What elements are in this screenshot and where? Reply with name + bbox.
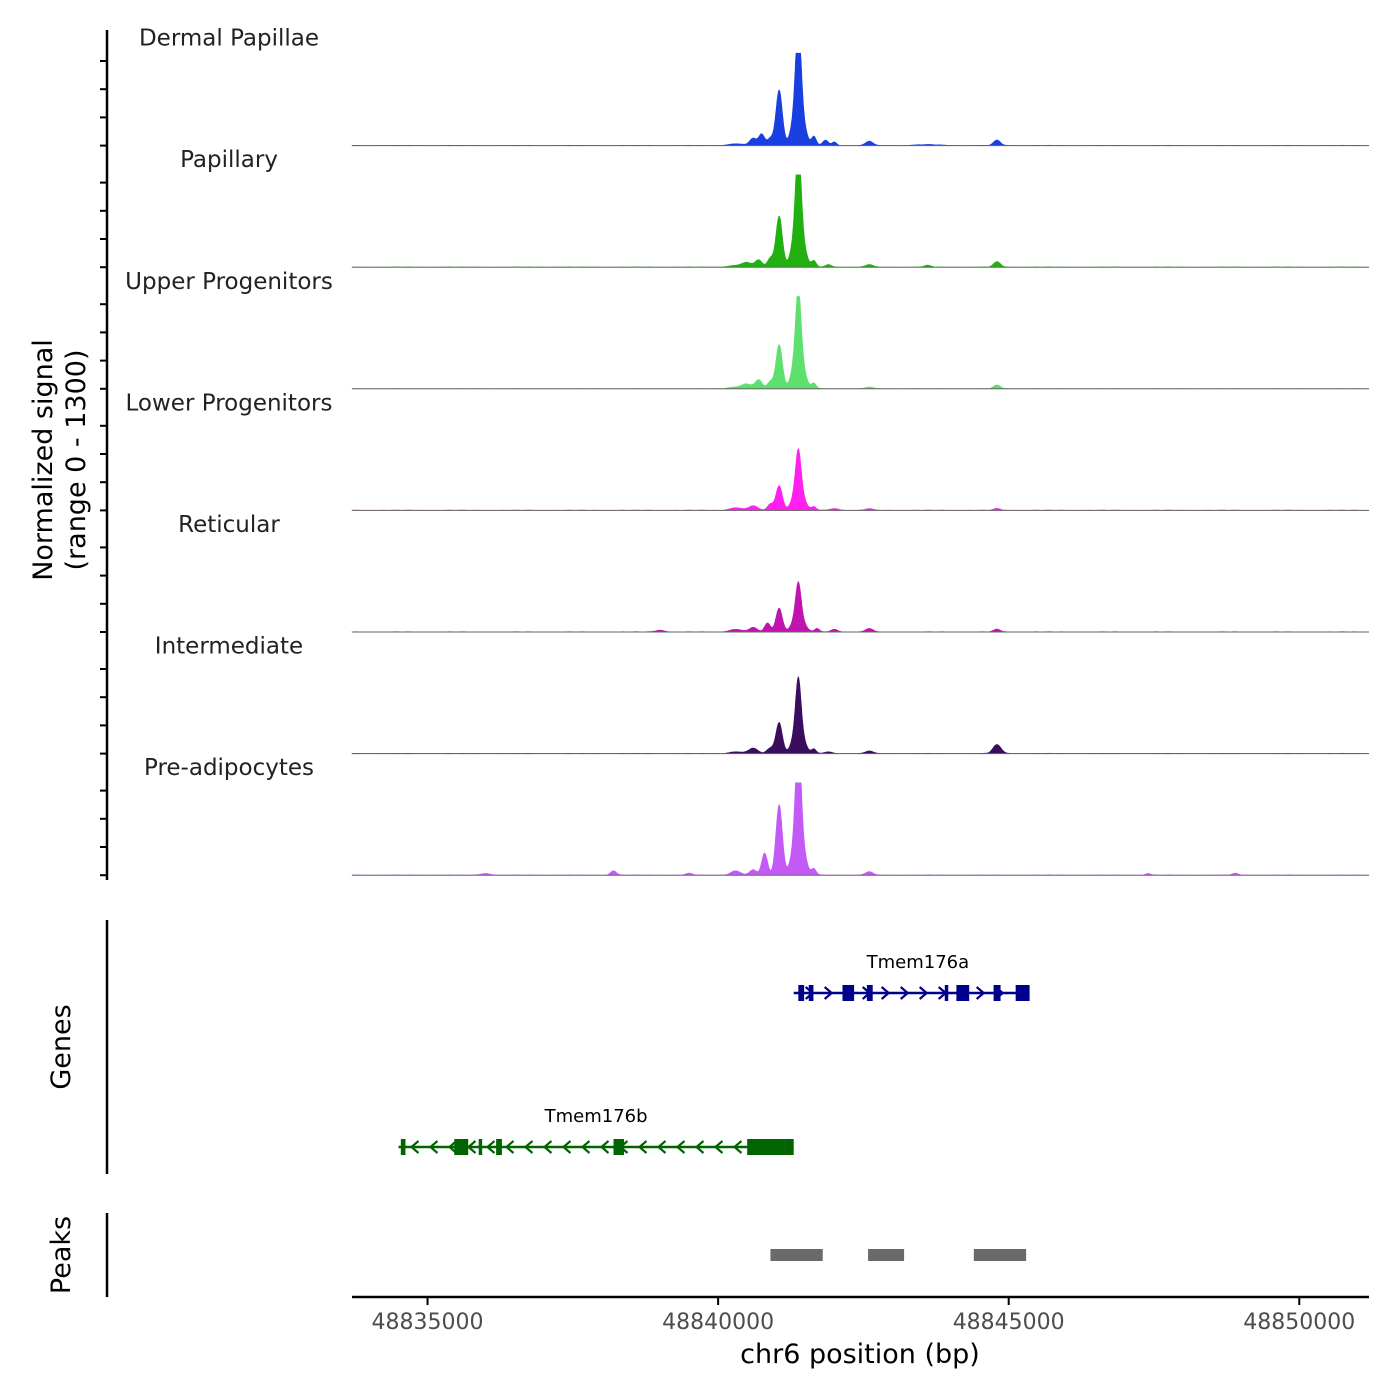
peak-region (973, 1249, 1027, 1261)
track-reticular: Reticular (178, 512, 1370, 633)
strand-arrow-icon (599, 1140, 610, 1154)
gene-exon (784, 1139, 794, 1155)
track-lower-progenitors: Lower Progenitors (126, 390, 1370, 511)
track-label-intermediate: Intermediate (155, 634, 303, 660)
strand-arrow-icon (880, 986, 891, 1000)
strand-arrow-icon (899, 986, 910, 1000)
x-axis-ticks: 48835000 48840000 48845000 48850000 (372, 1297, 1355, 1335)
peak-region (868, 1249, 905, 1261)
peaks-panel: Peaks (46, 1213, 1027, 1297)
track-label-dermal-papillae: Dermal Papillae (139, 26, 319, 52)
gene-exon (993, 985, 1001, 1001)
track-dermal-papillae: Dermal Papillae (139, 26, 1370, 147)
track-upper-progenitors: Upper Progenitors (125, 269, 1370, 390)
track-label-papillary: Papillary (180, 147, 278, 173)
gene-tmem176b: Tmem176b (398, 1106, 794, 1155)
x-tick-label: 48835000 (372, 1310, 484, 1335)
gene-label: Tmem176b (544, 1106, 648, 1127)
strand-arrow-icon (918, 986, 929, 1000)
y-axis-range-label: (range 0 - 1300) (61, 350, 92, 571)
strand-arrow-icon (485, 1140, 496, 1154)
x-tick-label: 48850000 (1243, 1310, 1355, 1335)
y-axis-title: Normalized signal (range 0 - 1300) (28, 339, 92, 581)
track-papillary: Papillary (180, 147, 1370, 268)
gene-tmem176a: Tmem176a (793, 952, 1030, 1001)
strand-arrow-icon (694, 1140, 705, 1154)
peaks-panel-label: Peaks (46, 1216, 77, 1294)
strand-arrow-icon (561, 1140, 572, 1154)
gene-exon (496, 1139, 502, 1155)
gene-exon (1015, 985, 1030, 1001)
strand-arrow-icon (713, 1140, 724, 1154)
gene-exon (478, 1139, 483, 1155)
strand-arrow-icon (975, 986, 986, 1000)
x-tick-label: 48840000 (662, 1310, 774, 1335)
strand-arrow-icon (428, 1140, 439, 1154)
gene-models: Tmem176a Tmem176b (398, 952, 1030, 1155)
gene-exon (798, 985, 805, 1001)
strand-arrow-icon (732, 1140, 743, 1154)
gene-exon (613, 1139, 624, 1155)
track-label-pre-adipocytes: Pre-adipocytes (144, 755, 314, 781)
gene-exon (866, 985, 873, 1001)
strand-arrow-icon (656, 1140, 667, 1154)
strand-arrow-icon (580, 1140, 591, 1154)
gene-exon (842, 985, 855, 1001)
gene-label: Tmem176a (866, 952, 970, 973)
peak-regions (770, 1249, 1027, 1261)
strand-arrow-icon (466, 1140, 477, 1154)
gene-exon (747, 1139, 785, 1155)
strand-arrow-icon (447, 1140, 458, 1154)
coverage-y-axis (100, 30, 109, 880)
x-axis-title: chr6 position (bp) (740, 1339, 980, 1370)
gene-exon (454, 1139, 469, 1155)
gene-exon (956, 985, 970, 1001)
track-label-lower-progenitors: Lower Progenitors (126, 390, 333, 416)
strand-arrow-icon (823, 986, 834, 1000)
track-pre-adipocytes: Pre-adipocytes (144, 755, 1370, 876)
gene-exon (400, 1139, 406, 1155)
peak-region (770, 1249, 823, 1261)
track-intermediate: Intermediate (155, 634, 1370, 755)
strand-arrow-icon (409, 1140, 420, 1154)
coverage-tracks: Dermal Papillae Papillary Upper Progenitor… (125, 26, 1370, 876)
track-label-reticular: Reticular (178, 512, 280, 538)
gene-exon (944, 985, 949, 1001)
gene-exon (808, 985, 814, 1001)
track-label-upper-progenitors: Upper Progenitors (125, 269, 333, 295)
strand-arrow-icon (542, 1140, 553, 1154)
genes-panel: Genes Tmem176a Tmem176b (46, 920, 1030, 1174)
strand-arrow-icon (523, 1140, 534, 1154)
x-tick-label: 48845000 (953, 1310, 1065, 1335)
strand-arrow-icon (675, 1140, 686, 1154)
x-axis: 48835000 48840000 48845000 48850000 chr6 po… (352, 1295, 1369, 1370)
genes-panel-label: Genes (46, 1004, 77, 1089)
strand-arrow-icon (637, 1140, 648, 1154)
y-axis-label: Normalized signal (28, 339, 59, 581)
strand-arrow-icon (504, 1140, 515, 1154)
